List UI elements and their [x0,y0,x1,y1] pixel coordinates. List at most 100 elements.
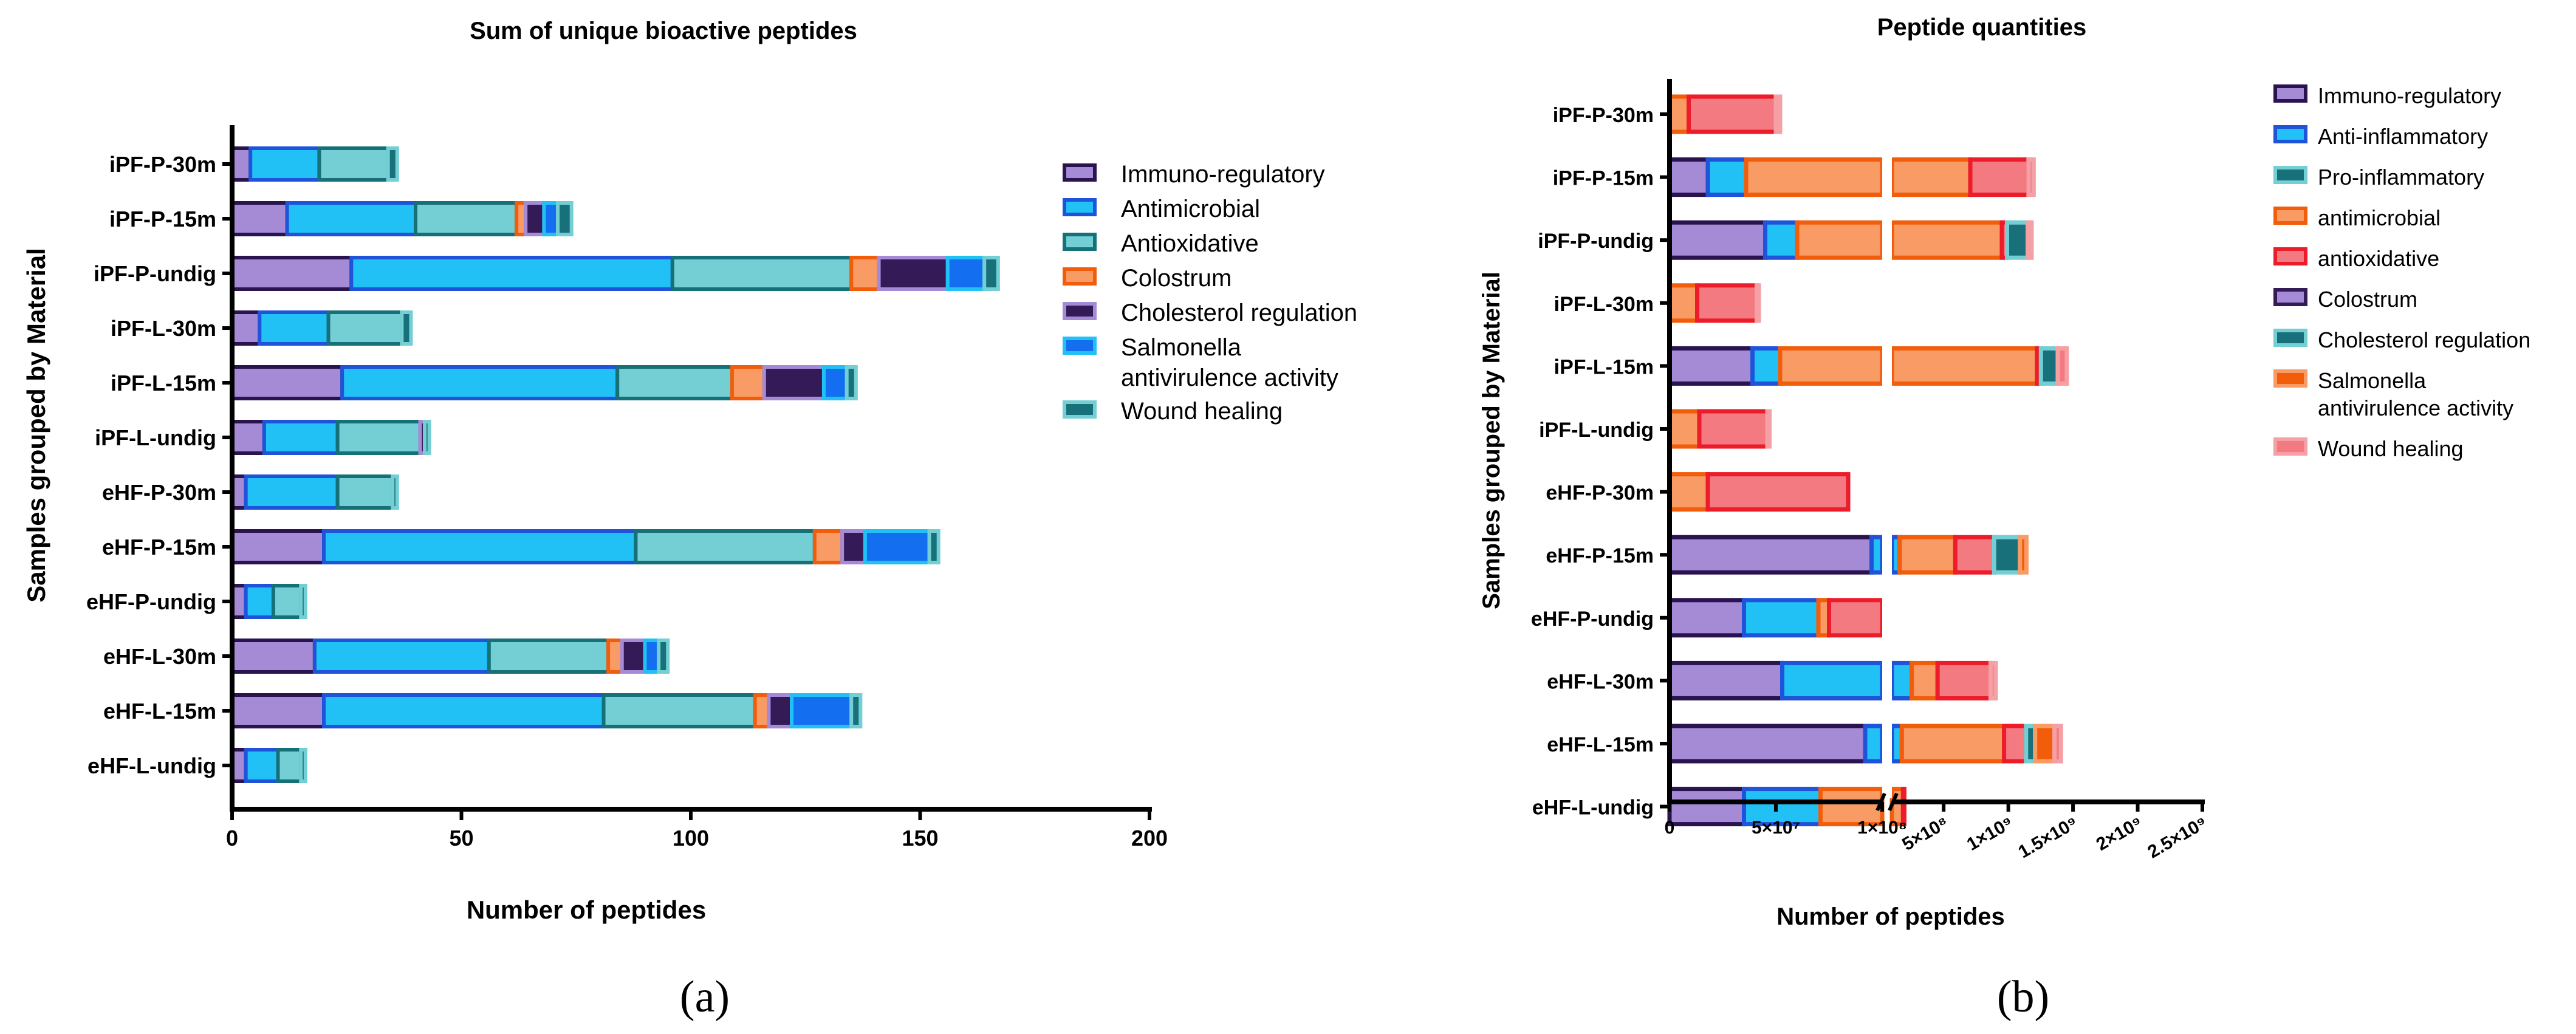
y-tick-label: eHF-P-30m [1546,482,1654,505]
bar-segment-iPF-L-undig-s4 [1697,409,1770,449]
bar-segment-iPF-L-30m-s6 [400,310,413,346]
bar-segment-eHF-L-15m-s4 [767,693,794,728]
y-tick-label: iPF-P-15m [1553,167,1654,190]
bar-segment-eHF-P-undig-s1 [1742,598,1821,638]
bar-segment-iPF-P-undig-s6 [982,256,1000,291]
bar-segment-eHF-L-30m-s3 [606,639,624,674]
bar-segment-iPF-L-15m-s8 [2055,346,2069,386]
bar-segment-eHF-L-30m-s4 [620,639,647,674]
bar-segment-iPF-L-15m-s3 [1778,346,1885,386]
legend-label: Colostrum [2318,287,2417,312]
bar-segment-eHF-L-30m-s1-cont [1889,660,1914,700]
legend-label: Wound healing [1121,398,1283,425]
bar-segment-eHF-L-30m-s4 [1935,660,1993,700]
y-tick-label: iPF-P-undig [1538,230,1654,253]
bar-segment-iPF-P-30m-s2 [317,146,390,182]
legend-label: Immuno-regulatory [2318,83,2501,108]
y-tick-label: eHF-L-30m [103,644,216,669]
y-tick-label: iPF-P-15m [109,207,216,231]
y-tick-label: eHF-P-15m [102,535,216,560]
y-tick-label: iPF-L-15m [111,371,216,395]
bar-segment-iPF-P-undig-s1 [1763,220,1800,260]
bar-segment-iPF-L-30m-s3 [1667,283,1699,323]
y-tick-label: iPF-P-undig [94,261,216,286]
legend-label: Salmonella [2318,368,2427,393]
legend-label: antivirulence activity [1121,365,1338,391]
x-tick-label: 5×10⁷ [1752,818,1800,838]
y-tick-label: eHF-L-15m [1547,733,1654,756]
x-tick-label: 0 [226,826,238,851]
bar-segment-iPF-P-15m-s5 [542,201,560,236]
bar-segment-iPF-L-15m-s6 [2038,346,2060,386]
bar-segment-eHF-P-15m-s5 [863,529,931,564]
x-tick-label: 200 [1131,826,1168,851]
bar-segment-iPF-L-15m-s5 [821,365,849,400]
legend-swatch [1063,163,1097,182]
bar-segment-iPF-L-15m-s1 [340,365,620,400]
legend-swatch [2273,84,2307,103]
bar-segment-eHF-P-30m-s4 [1705,472,1851,512]
bar-segment-iPF-P-15m-s4 [1968,157,2031,197]
y-tick-label: iPF-P-30m [109,152,216,177]
bar-segment-eHF-P-30m-s2 [335,474,395,510]
bar-segment-eHF-L-undig-s0 [1667,787,1746,827]
x-tick-label: 150 [902,826,938,851]
bar-segment-eHF-P-15m-s4 [840,529,867,564]
x-tick-label: 1×10⁹ [1964,812,2016,854]
bar-segment-iPF-L-15m-s0 [230,365,344,400]
legend-swatch [1063,233,1097,251]
legend-swatch [2273,166,2307,184]
bar-segment-eHF-L-30m-s1 [1780,660,1885,700]
bar-segment-eHF-L-15m-s1 [1863,724,1885,764]
y-tick-label: iPF-L-undig [95,425,216,450]
legend-label: Colostrum [1121,265,1231,292]
legend-swatch [1063,267,1097,286]
legend-swatch [1063,400,1097,419]
legend-swatch [2273,247,2307,265]
bar-segment-iPF-P-30m-s3 [1667,94,1691,134]
bar-segment-iPF-L-15m-s3-cont [1889,346,2040,386]
bar-segment-eHF-P-30m-s1 [244,474,340,510]
bar-segment-iPF-P-15m-s3 [1744,157,1885,197]
bar-segment-eHF-L-undig-s4 [1900,787,1906,827]
bar-segment-iPF-P-30m-s1 [248,146,321,182]
legend-label: Cholesterol regulation [2318,327,2530,352]
bar-segment-eHF-P-15m-s0 [230,529,326,564]
legend-label: Salmonella [1121,334,1242,361]
bar-segment-eHF-L-30m-s8 [1988,660,1998,700]
bar-segment-iPF-L-15m-s3 [730,365,766,400]
bar-segment-eHF-L-15m-s3 [1899,724,2007,764]
x-tick-label: 1.5×10⁹ [2015,812,2081,862]
bar-segment-iPF-P-15m-s4 [524,201,546,236]
bar-segment-eHF-L-30m-s0 [230,639,317,674]
bar-segment-iPF-L-undig-s1 [262,420,340,455]
bar-segment-iPF-P-undig-s3-cont [1889,220,2004,260]
bar-segment-eHF-L-30m-s0 [1667,660,1784,700]
bar-segment-eHF-L-undig-s6 [299,748,307,783]
bar-segment-iPF-L-30m-s0 [230,310,262,346]
panel-a-x-axis-label: Number of peptides [467,895,706,924]
bar-segment-iPF-P-undig-s3 [1795,220,1885,260]
bar-segment-eHF-P-15m-s4 [1953,535,1996,575]
bar-segment-iPF-P-undig-s5 [945,256,987,291]
bar-segment-iPF-P-15m-s3-cont [1889,157,1973,197]
bar-segment-eHF-L-15m-s7 [2033,724,2057,764]
y-tick-label: eHF-P-30m [102,480,216,505]
bar-segment-eHF-L-undig-s2 [276,748,303,783]
panel-a: Sum of unique bioactive peptides Number … [22,18,1357,924]
bar-segment-eHF-P-30m-s6 [391,474,399,510]
bar-segment-eHF-L-30m-s2 [487,639,611,674]
bar-segment-eHF-P-15m-s7 [2018,535,2029,575]
x-tick-label: 50 [449,826,473,851]
bar-segment-eHF-L-30m-s5 [643,639,661,674]
legend-swatch [1063,302,1097,320]
legend-swatch [1063,198,1097,216]
bar-segment-eHF-P-undig-s2 [271,584,303,619]
y-tick-label: eHF-P-15m [1546,544,1654,567]
x-tick-label: 1×10⁸ [1857,818,1907,838]
bar-segment-eHF-P-15m-s1 [1869,535,1885,575]
axis-break-mark [1888,792,1899,812]
bar-segment-iPF-P-undig-s0 [1667,220,1767,260]
y-tick-label: eHF-L-undig [1532,796,1654,820]
